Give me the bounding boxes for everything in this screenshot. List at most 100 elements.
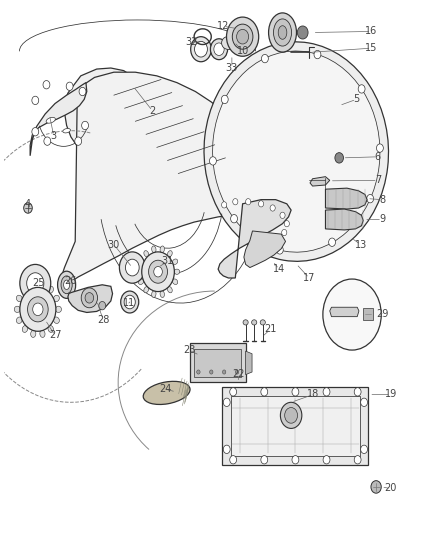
Circle shape <box>292 456 299 464</box>
Circle shape <box>231 214 237 223</box>
Ellipse shape <box>152 291 156 297</box>
Ellipse shape <box>144 287 148 293</box>
Circle shape <box>142 252 174 292</box>
Ellipse shape <box>22 326 28 333</box>
Circle shape <box>20 264 51 302</box>
Ellipse shape <box>243 320 248 325</box>
Polygon shape <box>194 349 241 377</box>
Circle shape <box>20 287 56 332</box>
Text: 9: 9 <box>379 214 385 224</box>
Ellipse shape <box>53 295 60 302</box>
Text: 8: 8 <box>379 195 385 205</box>
Circle shape <box>358 85 365 93</box>
Polygon shape <box>190 343 246 383</box>
Text: 24: 24 <box>159 384 172 394</box>
Circle shape <box>280 212 285 219</box>
Text: 10: 10 <box>237 46 249 56</box>
Circle shape <box>221 95 228 103</box>
Circle shape <box>280 402 302 429</box>
Ellipse shape <box>160 246 164 253</box>
Circle shape <box>354 456 361 464</box>
Ellipse shape <box>31 330 36 337</box>
Ellipse shape <box>48 286 53 293</box>
Text: 27: 27 <box>49 330 61 341</box>
Circle shape <box>28 297 48 322</box>
Circle shape <box>24 203 32 213</box>
Circle shape <box>99 302 106 310</box>
Circle shape <box>335 152 343 163</box>
Polygon shape <box>363 308 373 320</box>
Circle shape <box>377 144 383 152</box>
Circle shape <box>371 481 381 493</box>
Ellipse shape <box>85 293 94 303</box>
Ellipse shape <box>194 42 208 57</box>
Polygon shape <box>64 68 147 158</box>
Ellipse shape <box>214 43 224 55</box>
Ellipse shape <box>212 51 380 252</box>
Circle shape <box>328 238 336 246</box>
Circle shape <box>261 387 268 396</box>
Circle shape <box>292 387 299 396</box>
Circle shape <box>323 279 381 350</box>
Circle shape <box>360 398 367 407</box>
Polygon shape <box>218 200 291 278</box>
Ellipse shape <box>226 17 259 56</box>
Text: 11: 11 <box>123 298 135 308</box>
Text: 29: 29 <box>376 309 389 319</box>
Polygon shape <box>244 231 286 268</box>
Circle shape <box>222 201 227 208</box>
Ellipse shape <box>16 317 22 324</box>
Circle shape <box>66 82 73 91</box>
Text: 3: 3 <box>51 131 57 141</box>
Circle shape <box>223 398 230 407</box>
Circle shape <box>120 252 145 283</box>
Circle shape <box>81 122 88 130</box>
Circle shape <box>285 408 297 423</box>
Polygon shape <box>310 176 330 186</box>
Polygon shape <box>223 386 368 465</box>
Polygon shape <box>325 188 367 209</box>
Circle shape <box>314 51 321 59</box>
Ellipse shape <box>232 24 253 49</box>
Ellipse shape <box>124 295 135 309</box>
Ellipse shape <box>61 276 72 294</box>
Circle shape <box>32 127 39 136</box>
Ellipse shape <box>58 271 76 298</box>
Ellipse shape <box>160 291 164 297</box>
Text: 13: 13 <box>354 239 367 249</box>
Ellipse shape <box>174 269 180 274</box>
Text: 33: 33 <box>226 63 238 73</box>
Circle shape <box>270 205 275 211</box>
Text: 22: 22 <box>232 369 244 378</box>
Ellipse shape <box>121 291 139 313</box>
Circle shape <box>32 96 39 104</box>
Ellipse shape <box>40 281 45 288</box>
Circle shape <box>44 137 51 146</box>
Ellipse shape <box>167 251 172 257</box>
Circle shape <box>284 221 290 227</box>
Circle shape <box>323 387 330 396</box>
Polygon shape <box>231 396 360 456</box>
Polygon shape <box>30 83 87 156</box>
Ellipse shape <box>81 288 98 308</box>
Text: 4: 4 <box>25 199 31 209</box>
Circle shape <box>235 370 239 374</box>
Circle shape <box>75 137 81 146</box>
Circle shape <box>79 87 86 96</box>
Text: 25: 25 <box>32 278 45 288</box>
Text: 17: 17 <box>303 273 315 283</box>
Circle shape <box>233 199 238 205</box>
Circle shape <box>354 387 361 396</box>
Circle shape <box>209 370 213 374</box>
Ellipse shape <box>204 42 389 261</box>
Ellipse shape <box>152 246 156 253</box>
Circle shape <box>154 266 162 277</box>
Text: 15: 15 <box>365 43 378 53</box>
Ellipse shape <box>268 13 297 52</box>
Ellipse shape <box>173 279 178 285</box>
Ellipse shape <box>31 281 36 288</box>
Ellipse shape <box>136 269 142 274</box>
Text: 31: 31 <box>161 256 173 266</box>
Text: 20: 20 <box>385 483 397 494</box>
Polygon shape <box>325 209 363 230</box>
